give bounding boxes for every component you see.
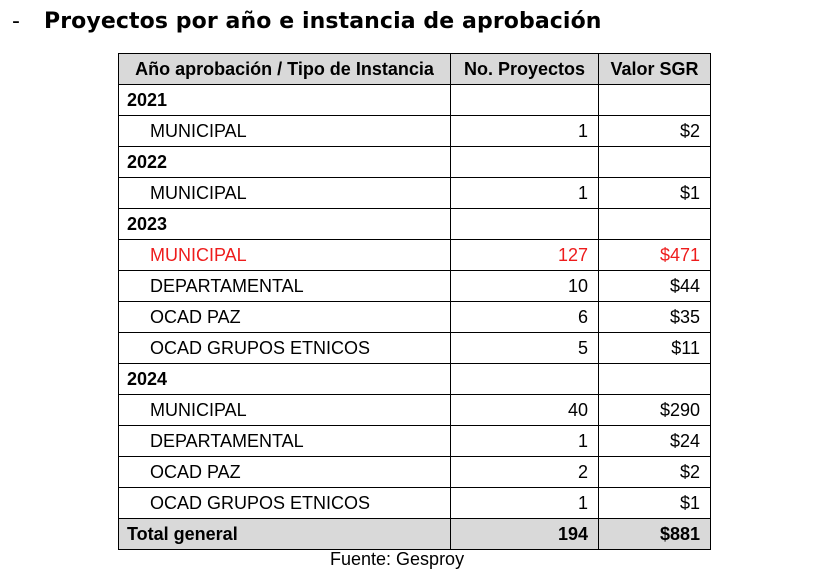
value-sgr-cell (598, 208, 711, 240)
section-title: Proyectos por año e instancia de aprobac… (44, 8, 602, 34)
projects-count-cell (450, 84, 599, 116)
value-sgr-cell (598, 363, 711, 395)
projects-count-cell: 127 (450, 239, 599, 271)
table-row: OCAD PAZ 6 $35 (118, 301, 711, 333)
instance-label: DEPARTAMENTAL (118, 270, 451, 302)
header-year-instance: Año aprobación / Tipo de Instancia (118, 53, 451, 85)
projects-count-cell (450, 146, 599, 178)
value-sgr-cell: $2 (598, 115, 711, 147)
instance-label: MUNICIPAL (118, 177, 451, 209)
instance-label: MUNICIPAL (118, 239, 451, 271)
value-sgr-cell: $290 (598, 394, 711, 426)
bullet-dash: - (12, 8, 20, 34)
table-body: 2021 MUNICIPAL 1 $2 2022 MUNICIPAL 1 $1 2023 MUNI… (118, 84, 711, 519)
year-label: 2021 (118, 84, 451, 116)
header-value-sgr: Valor SGR (598, 53, 711, 85)
year-group-row: 2024 (118, 363, 711, 395)
instance-label: OCAD GRUPOS ETNICOS (118, 487, 451, 519)
value-sgr-cell: $44 (598, 270, 711, 302)
total-label: Total general (118, 518, 451, 550)
header-num-projects: No. Proyectos (450, 53, 599, 85)
table-row: MUNICIPAL 127 $471 (118, 239, 711, 271)
instance-label: MUNICIPAL (118, 394, 451, 426)
projects-count-cell: 1 (450, 177, 599, 209)
value-sgr-cell (598, 84, 711, 116)
year-group-row: 2023 (118, 208, 711, 240)
projects-count-cell: 2 (450, 456, 599, 488)
total-projects: 194 (450, 518, 599, 550)
table-row: MUNICIPAL 1 $2 (118, 115, 711, 147)
table-header-row: Año aprobación / Tipo de Instancia No. P… (118, 53, 711, 85)
value-sgr-cell (598, 146, 711, 178)
value-sgr-cell: $1 (598, 487, 711, 519)
table-row: MUNICIPAL 1 $1 (118, 177, 711, 209)
instance-label: OCAD GRUPOS ETNICOS (118, 332, 451, 364)
year-label: 2023 (118, 208, 451, 240)
instance-label: DEPARTAMENTAL (118, 425, 451, 457)
section-heading: - Proyectos por año e instancia de aprob… (12, 4, 602, 38)
total-value: $881 (598, 518, 711, 550)
year-group-row: 2021 (118, 84, 711, 116)
year-label: 2024 (118, 363, 451, 395)
table-row: DEPARTAMENTAL 1 $24 (118, 425, 711, 457)
value-sgr-cell: $11 (598, 332, 711, 364)
projects-count-cell: 1 (450, 487, 599, 519)
source-caption: Fuente: Gesproy (330, 549, 465, 569)
table-row: OCAD GRUPOS ETNICOS 1 $1 (118, 487, 711, 519)
value-sgr-cell: $1 (598, 177, 711, 209)
projects-count-cell: 6 (450, 301, 599, 333)
value-sgr-cell: $35 (598, 301, 711, 333)
value-sgr-cell: $2 (598, 456, 711, 488)
projects-count-cell: 1 (450, 115, 599, 147)
year-group-row: 2022 (118, 146, 711, 178)
table-row: DEPARTAMENTAL 10 $44 (118, 270, 711, 302)
instance-label: MUNICIPAL (118, 115, 451, 147)
projects-count-cell: 10 (450, 270, 599, 302)
table-row: OCAD PAZ 2 $2 (118, 456, 711, 488)
value-sgr-cell: $24 (598, 425, 711, 457)
total-row: Total general 194 $881 (118, 518, 711, 550)
instance-label: OCAD PAZ (118, 301, 451, 333)
projects-count-cell (450, 208, 599, 240)
value-sgr-cell: $471 (598, 239, 711, 271)
projects-count-cell (450, 363, 599, 395)
projects-count-cell: 1 (450, 425, 599, 457)
year-label: 2022 (118, 146, 451, 178)
instance-label: OCAD PAZ (118, 456, 451, 488)
projects-table: Año aprobación / Tipo de Instancia No. P… (118, 53, 711, 550)
table-row: MUNICIPAL 40 $290 (118, 394, 711, 426)
table-row: OCAD GRUPOS ETNICOS 5 $11 (118, 332, 711, 364)
projects-count-cell: 5 (450, 332, 599, 364)
projects-count-cell: 40 (450, 394, 599, 426)
